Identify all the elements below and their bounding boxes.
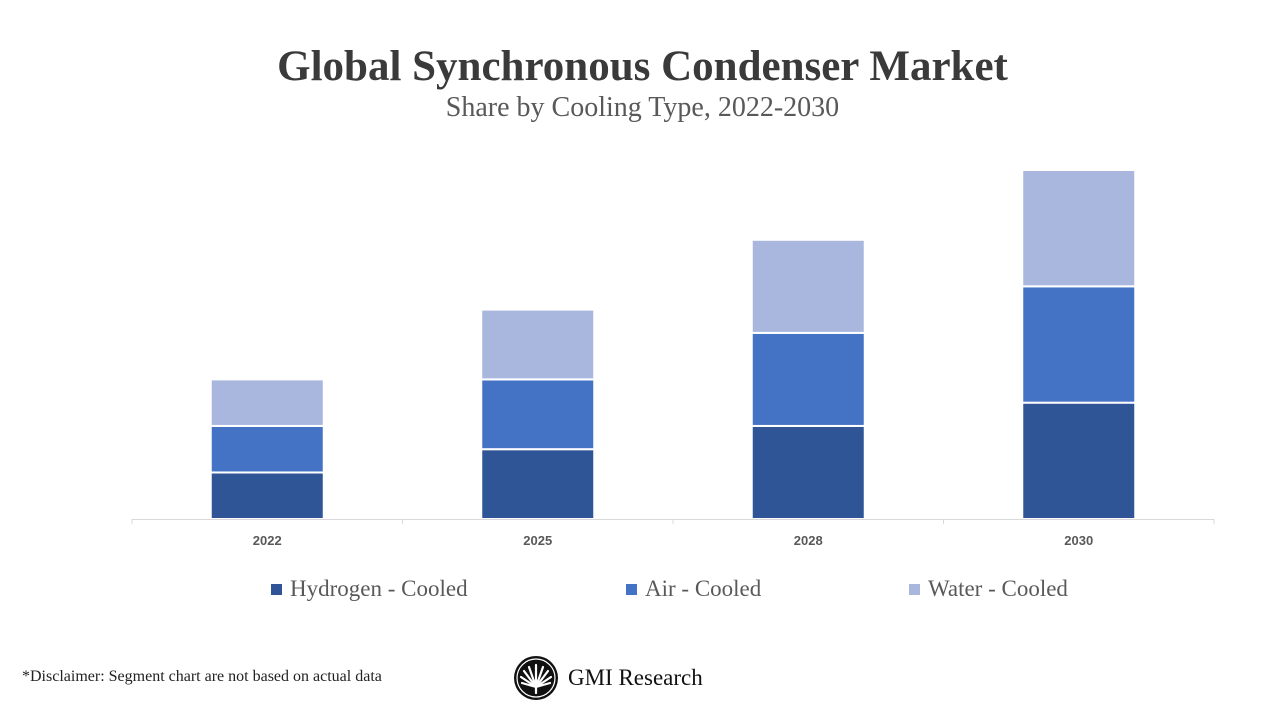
bar-segment-2022-hydrogen-cooled xyxy=(209,471,325,521)
disclaimer: *Disclaimer: Segment chart are not based… xyxy=(22,668,382,685)
legend-item-water-cooled: Water - Cooled xyxy=(909,576,1068,602)
legend: Hydrogen - Cooled Air - Cooled Water - C… xyxy=(0,576,1280,606)
bar-segment-2030-hydrogen-cooled xyxy=(1021,401,1137,520)
legend-label: Water - Cooled xyxy=(928,576,1068,601)
bar-segment-2030-air-cooled xyxy=(1021,285,1137,404)
bar-segment-2025-water-cooled xyxy=(480,308,596,381)
bar-segment-2022-air-cooled xyxy=(209,424,325,474)
bar-segment-2022-water-cooled xyxy=(209,378,325,427)
legend-swatch xyxy=(909,583,920,595)
x-tick-label: 2025 xyxy=(523,533,552,548)
bar-segment-2028-air-cooled xyxy=(750,331,866,427)
bar-segment-2025-hydrogen-cooled xyxy=(480,448,596,521)
bar-segment-2028-water-cooled xyxy=(750,238,866,334)
x-tick-label: 2022 xyxy=(253,533,282,548)
legend-item-air-cooled: Air - Cooled xyxy=(626,576,761,602)
logo-fan-icon xyxy=(514,656,558,700)
logo-text: GMI Research xyxy=(568,665,703,690)
chart-subtitle: Share by Cooling Type, 2022-2030 xyxy=(445,92,840,123)
legend-label: Hydrogen - Cooled xyxy=(290,576,468,601)
legend-label: Air - Cooled xyxy=(645,576,762,601)
x-tick-label: 2030 xyxy=(1064,533,1093,548)
legend-swatch xyxy=(271,583,282,595)
bar-segment-2025-air-cooled xyxy=(480,378,596,451)
bar-segment-2028-hydrogen-cooled xyxy=(750,424,866,520)
x-tick-label: 2028 xyxy=(794,533,823,548)
gmi-research-logo: GMI Research xyxy=(513,655,703,701)
legend-swatch xyxy=(626,583,637,595)
bar-segment-2030-water-cooled xyxy=(1021,169,1137,288)
chart-title: Global Synchronous Condenser Market xyxy=(277,43,1008,90)
legend-item-hydrogen-cooled: Hydrogen - Cooled xyxy=(271,576,468,602)
